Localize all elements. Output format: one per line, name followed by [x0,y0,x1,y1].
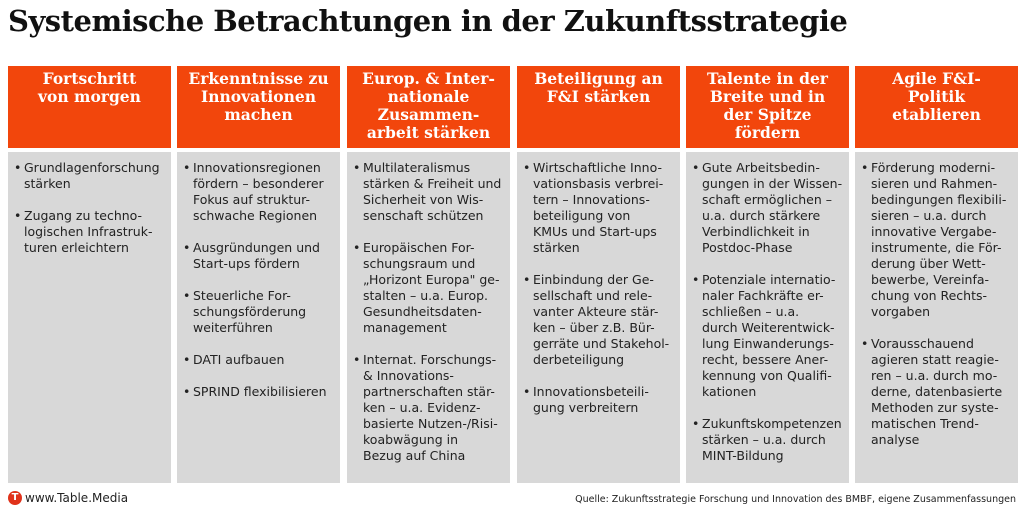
item-text: Vorausschauend agieren statt reagie- ren… [871,336,1003,447]
list-item: • Steuerliche For- schungsförderung weite… [183,288,336,336]
column: Erkenntnisse zu Innovationen machen • Inno… [177,66,340,483]
item-text: Innovationsbeteili- gung verbreitern [533,384,649,415]
column-header: Erkenntnisse zu Innovationen machen [177,66,340,148]
footer-logo[interactable]: T www.Table.Media [8,491,128,505]
list-item: • Innovationsbeteili- gung verbreitern [523,384,676,416]
column-body: • Förderung moderni- sieren und Rahmen- b… [855,152,1018,483]
item-text: DATI aufbauen [193,352,285,367]
item-text: Gute Arbeitsbedin- gungen in der Wissen-… [702,160,843,255]
column-header: Fortschritt von morgen [8,66,171,148]
column-body: • Wirtschaftliche Inno- vationsbasis verb… [517,152,680,483]
column-header: Beteiligung an F&I stärken [517,66,680,148]
page-title: Systemische Betrachtungen in der Zukunft… [8,4,848,38]
list-item: • Europäischen For- schungsraum und „Hori… [353,240,506,336]
bullet-icon: • [692,416,700,431]
column-header: Talente in der Breite und in der Spitze … [686,66,849,148]
bullet-icon: • [353,240,361,255]
bullet-icon: • [523,384,531,399]
bullet-icon: • [183,352,191,367]
item-text: Wirtschaftliche Inno- vationsbasis verbr… [533,160,664,255]
list-item: • Innovationsregionen fördern – besondere… [183,160,336,224]
list-item: • Multilateralismus stärken & Freiheit un… [353,160,506,224]
column: Europ. & Inter- nationale Zusammen- arbe… [347,66,510,483]
item-text: Ausgründungen und Start-ups fördern [193,240,320,271]
list-item: • Zugang zu techno- logischen Infrastruk-… [14,208,167,256]
item-text: Innovationsregionen fördern – besonderer… [193,160,324,223]
bullet-icon: • [183,240,191,255]
bullet-icon: • [692,160,700,175]
list-item: • Internat. Forschungs- & Innovations- pa… [353,352,506,464]
bullet-icon: • [861,336,869,351]
column: Talente in der Breite und in der Spitze … [686,66,849,483]
bullet-icon: • [183,288,191,303]
list-item: • Ausgründungen und Start-ups fördern [183,240,336,272]
list-item: • Wirtschaftliche Inno- vationsbasis verb… [523,160,676,256]
column-header: Europ. & Inter- nationale Zusammen- arbe… [347,66,510,148]
item-text: SPRIND flexibilisieren [193,384,327,399]
item-text: Grundlagenforschung stärken [24,160,160,191]
site-link[interactable]: www.Table.Media [25,491,129,505]
column-header: Agile F&I- Politik etablieren [855,66,1018,148]
list-item: • Förderung moderni- sieren und Rahmen- b… [861,160,1014,320]
column-body: • Grundlagenforschung stärken • Zugang zu t… [8,152,171,483]
source-note: Quelle: Zukunftsstrategie Forschung und … [575,494,1016,505]
list-item: • Zukunftskompetenzen stärken – u.a. durc… [692,416,845,464]
column-body: • Gute Arbeitsbedin- gungen in der Wissen… [686,152,849,483]
column-body: • Multilateralismus stärken & Freiheit un… [347,152,510,483]
bullet-icon: • [523,272,531,287]
item-text: Multilateralismus stärken & Freiheit und… [363,160,502,223]
list-item: • Einbindung der Ge- sellschaft und rele-… [523,272,676,368]
bullet-icon: • [183,384,191,399]
bullet-icon: • [861,160,869,175]
item-text: Förderung moderni- sieren und Rahmen- be… [871,160,1007,319]
list-item: • Vorausschauend agieren statt reagie- re… [861,336,1014,448]
list-item: • DATI aufbauen [183,352,336,368]
item-text: Zukunftskompetenzen stärken – u.a. durch… [702,416,842,463]
bullet-icon: • [14,160,22,175]
item-text: Potenziale internatio- naler Fachkräfte … [702,272,836,399]
item-text: Europäischen For- schungsraum und „Horiz… [363,240,500,335]
bullet-icon: • [523,160,531,175]
bullet-icon: • [183,160,191,175]
column: Agile F&I- Politik etablieren • Förderung … [855,66,1018,483]
list-item: • Potenziale internatio- naler Fachkräfte… [692,272,845,400]
item-text: Einbindung der Ge- sellschaft und rele- … [533,272,670,367]
bullet-icon: • [353,160,361,175]
bullet-icon: • [14,208,22,223]
table-media-logo-icon: T [8,491,22,505]
column-body: • Innovationsregionen fördern – besondere… [177,152,340,483]
bullet-icon: • [692,272,700,287]
item-text: Steuerliche For- schungsförderung weiter… [193,288,307,335]
item-text: Internat. Forschungs- & Innovations- par… [363,352,498,463]
item-text: Zugang zu techno- logischen Infrastruk- … [24,208,153,255]
list-item: • Gute Arbeitsbedin- gungen in der Wissen… [692,160,845,256]
bullet-icon: • [353,352,361,367]
list-item: • SPRIND flexibilisieren [183,384,336,400]
list-item: • Grundlagenforschung stärken [14,160,167,192]
column: Fortschritt von morgen • Grundlagenforschu… [8,66,171,483]
column: Beteiligung an F&I stärken • Wirtschaftlic… [517,66,680,483]
